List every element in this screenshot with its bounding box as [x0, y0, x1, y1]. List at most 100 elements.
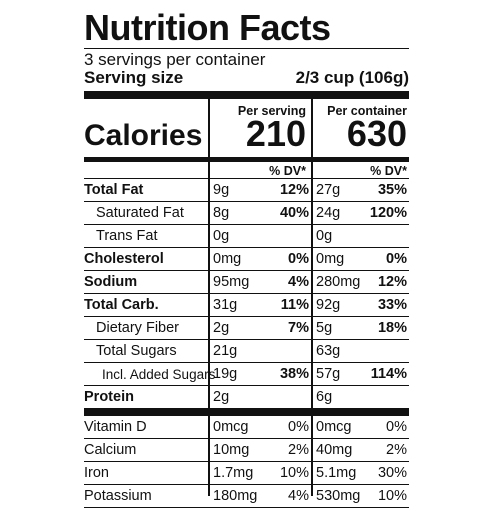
nutrient-name: Vitamin D [84, 419, 147, 435]
amount-per-container: 40mg [316, 442, 353, 458]
amount-per-serving: 0g [213, 228, 230, 244]
nutrient-name: Total Fat [84, 182, 144, 198]
amount-per-container: 280mg [316, 274, 361, 290]
nutrient-row: Total Fat 9g 12% 27g 35% [84, 179, 409, 202]
nutrient-name: Incl. Added Sugars [102, 367, 216, 382]
dv-per-serving: 11% [280, 297, 309, 313]
amount-per-serving: 1.7mg [213, 465, 254, 481]
nutrient-row: Total Sugars 21g 63g [84, 340, 409, 363]
dv-per-serving: 0% [288, 251, 309, 267]
amount-per-serving: 2g [213, 320, 230, 336]
row-divider [84, 339, 409, 340]
column-divider-2 [311, 99, 313, 496]
vitamin-row: Potassium 180mg 4% 530mg 10% [84, 485, 409, 508]
dv-per-serving: 10% [279, 465, 309, 481]
amount-per-container: 57g [316, 366, 341, 382]
amount-per-serving: 180mg [213, 488, 258, 504]
row-divider [84, 385, 409, 386]
nutrient-name: Iron [84, 465, 109, 481]
dv-header-serving: % DV* [269, 164, 306, 178]
thick-rule [84, 91, 409, 99]
amount-per-serving: 9g [213, 182, 230, 198]
amount-per-container: 0g [316, 228, 333, 244]
dv-per-serving: 12% [279, 182, 309, 198]
amount-per-container: 6g [316, 389, 333, 405]
row-divider [84, 247, 409, 248]
dv-per-container: 30% [377, 465, 407, 481]
nutrient-name: Trans Fat [96, 228, 158, 244]
per-serving-header: Per serving [237, 104, 306, 118]
dv-per-container: 18% [377, 320, 407, 336]
nutrient-name: Protein [84, 389, 134, 405]
nutrient-name: Sodium [84, 274, 138, 290]
calories-rule [84, 157, 409, 162]
amount-per-container: 530mg [316, 488, 361, 504]
nutrient-name: Saturated Fat [96, 205, 184, 221]
dv-per-container: 0% [386, 251, 407, 267]
amount-per-container: 63g [316, 343, 341, 359]
amount-per-serving: 0mcg [213, 419, 249, 435]
row-divider [84, 484, 409, 485]
dv-rule [84, 178, 409, 179]
amount-per-container: 5.1mg [316, 465, 357, 481]
dv-per-serving: 7% [288, 320, 309, 336]
vitamin-row: Vitamin D 0mcg 0% 0mcg 0% [84, 416, 409, 439]
nutrient-row: Cholesterol 0mg 0% 0mg 0% [84, 248, 409, 271]
nutrient-row: Protein 2g 6g [84, 386, 409, 409]
dv-per-container: 0% [386, 419, 407, 435]
amount-per-serving: 21g [213, 343, 238, 359]
amount-per-serving: 10mg [213, 442, 250, 458]
calories-label: Calories [84, 119, 203, 152]
vitamin-row: Calcium 10mg 2% 40mg 2% [84, 439, 409, 462]
amount-per-serving: 19g [213, 366, 238, 382]
nutrient-row: Total Carb. 31g 11% 92g 33% [84, 294, 409, 317]
nutrient-row: Incl. Added Sugars 19g 38% 57g 114% [84, 363, 409, 386]
column-divider-1 [208, 99, 210, 496]
nutrient-name: Total Carb. [84, 297, 159, 313]
nutrient-name: Dietary Fiber [96, 320, 179, 336]
dv-per-container: 35% [377, 182, 407, 198]
row-divider [84, 362, 409, 363]
title-rule [84, 48, 409, 49]
dv-per-serving: 40% [279, 205, 309, 221]
dv-per-serving: 38% [279, 366, 309, 382]
nutrition-facts-label: Nutrition Facts 3 servings per container… [84, 6, 409, 508]
per-container-header: Per container [327, 104, 407, 118]
dv-per-container: 120% [369, 205, 407, 221]
row-divider [84, 438, 409, 439]
amount-per-container: 5g [316, 320, 333, 336]
protein-rule [84, 408, 409, 416]
nutrient-name: Cholesterol [84, 251, 164, 267]
amount-per-container: 92g [316, 297, 341, 313]
dv-per-container: 33% [377, 297, 407, 313]
dv-per-container: 10% [377, 488, 407, 504]
nutrient-name: Potassium [84, 488, 152, 504]
nutrient-row: Sodium 95mg 4% 280mg 12% [84, 271, 409, 294]
amount-per-container: 27g [316, 182, 341, 198]
nutrient-name: Calcium [84, 442, 137, 458]
servings-per-container: 3 servings per container [84, 50, 266, 69]
row-divider [84, 224, 409, 225]
dv-per-container: 114% [370, 366, 407, 382]
amount-per-serving: 8g [213, 205, 230, 221]
row-divider [84, 201, 409, 202]
amount-per-serving: 31g [213, 297, 238, 313]
calories-per-container: 630 [346, 113, 407, 154]
nutrient-row: Saturated Fat 8g 40% 24g 120% [84, 202, 409, 225]
dv-per-serving: 4% [288, 488, 309, 504]
dv-header-container: % DV* [370, 164, 407, 178]
label-title: Nutrition Facts [84, 7, 331, 48]
nutrient-name: Total Sugars [96, 343, 177, 359]
dv-per-serving: 0% [288, 419, 309, 435]
serving-size-label: Serving size [84, 68, 184, 87]
calories-per-serving: 210 [245, 113, 306, 154]
nutrient-row: Dietary Fiber 2g 7% 5g 18% [84, 317, 409, 340]
serving-size-value: 2/3 cup (106g) [295, 68, 409, 87]
dv-per-container: 2% [386, 442, 407, 458]
row-divider [84, 461, 409, 462]
dv-per-container: 12% [377, 274, 407, 290]
dv-per-serving: 4% [288, 274, 309, 290]
row-divider [84, 316, 409, 317]
amount-per-serving: 95mg [213, 274, 250, 290]
dv-per-serving: 2% [288, 442, 309, 458]
